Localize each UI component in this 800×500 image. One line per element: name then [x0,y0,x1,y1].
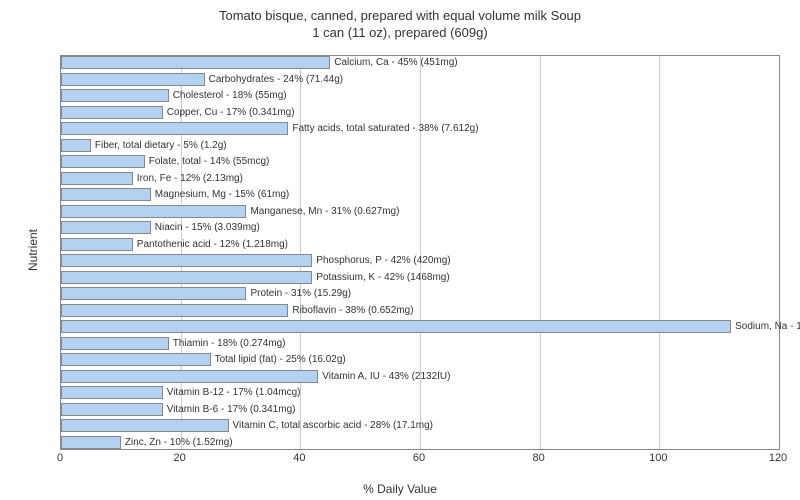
nutrient-bar [61,370,318,383]
nutrient-bar [61,353,211,366]
nutrient-label: Calcium, Ca - 45% (451mg) [334,57,457,68]
title-line-2: 1 can (11 oz), prepared (609g) [0,25,800,42]
nutrient-bar [61,271,312,284]
bar-row: Magnesium, Mg - 15% (61mg) [61,188,289,201]
grid-line [540,56,541,449]
nutrient-bar [61,403,163,416]
nutrient-label: Vitamin B-6 - 17% (0.341mg) [167,404,296,415]
nutrient-label: Zinc, Zn - 10% (1.52mg) [125,437,233,448]
bar-row: Calcium, Ca - 45% (451mg) [61,56,458,69]
nutrient-label: Fiber, total dietary - 5% (1.2g) [95,140,227,151]
bar-row: Zinc, Zn - 10% (1.52mg) [61,436,233,449]
bar-row: Vitamin A, IU - 43% (2132IU) [61,370,450,383]
x-tick-label: 80 [533,452,545,464]
bar-row: Manganese, Mn - 31% (0.627mg) [61,205,399,218]
nutrient-bar [61,73,205,86]
nutrient-label: Iron, Fe - 12% (2.13mg) [137,173,243,184]
x-tick-label: 100 [649,452,667,464]
nutrient-bar [61,238,133,251]
nutrient-label: Protein - 31% (15.29g) [250,288,351,299]
nutrient-bar [61,287,246,300]
x-tick-label: 40 [293,452,305,464]
x-axis-label: % Daily Value [363,482,437,496]
bar-row: Protein - 31% (15.29g) [61,287,351,300]
nutrient-label: Manganese, Mn - 31% (0.627mg) [250,206,399,217]
bar-row: Niacin - 15% (3.039mg) [61,221,260,234]
bar-row: Vitamin C, total ascorbic acid - 28% (17… [61,419,433,432]
nutrient-bar [61,386,163,399]
nutrient-bar [61,139,91,152]
grid-line [300,56,301,449]
nutrient-label: Pantothenic acid - 12% (1.218mg) [137,239,288,250]
nutrient-label: Folate, total - 14% (55mcg) [149,156,270,167]
nutrient-bar [61,337,169,350]
nutrient-label: Total lipid (fat) - 25% (16.02g) [215,354,346,365]
nutrient-label: Vitamin B-12 - 17% (1.04mcg) [167,387,301,398]
grid-line [420,56,421,449]
nutrient-label: Vitamin C, total ascorbic acid - 28% (17… [233,420,433,431]
bar-row: Carbohydrates - 24% (71.44g) [61,73,343,86]
bar-row: Pantothenic acid - 12% (1.218mg) [61,238,288,251]
nutrient-bar [61,106,163,119]
plot-area: Calcium, Ca - 45% (451mg) Carbohydrates -… [60,55,780,450]
nutrient-bar [61,320,731,333]
bar-row: Total lipid (fat) - 25% (16.02g) [61,353,346,366]
nutrient-bar [61,188,151,201]
nutrient-bar [61,205,246,218]
grid-line [659,56,660,449]
nutrient-bar [61,419,229,432]
x-tick-label: 60 [413,452,425,464]
bar-row: Potassium, K - 42% (1468mg) [61,271,450,284]
bar-row: Vitamin B-12 - 17% (1.04mcg) [61,386,300,399]
bar-row: Riboflavin - 38% (0.652mg) [61,304,414,317]
nutrient-label: Riboflavin - 38% (0.652mg) [292,305,413,316]
nutrient-label: Thiamin - 18% (0.274mg) [173,338,286,349]
x-tick-label: 20 [174,452,186,464]
nutrient-bar [61,254,312,267]
nutrient-bar [61,56,330,69]
nutrient-bar [61,436,121,449]
bar-row: Fatty acids, total saturated - 38% (7.61… [61,122,479,135]
x-tick-label: 0 [57,452,63,464]
bar-row: Cholesterol - 18% (55mg) [61,89,287,102]
bar-row: Fiber, total dietary - 5% (1.2g) [61,139,227,152]
nutrient-bar [61,221,151,234]
nutrient-label: Vitamin A, IU - 43% (2132IU) [322,371,450,382]
nutrient-label: Potassium, K - 42% (1468mg) [316,272,449,283]
nutrient-bar [61,304,288,317]
nutrient-label: Sodium, Na - 112% (2692mg) [735,321,800,332]
nutrient-bar [61,172,133,185]
nutrient-bar [61,155,145,168]
nutrient-label: Cholesterol - 18% (55mg) [173,90,287,101]
bar-row: Phosphorus, P - 42% (420mg) [61,254,451,267]
nutrient-label: Niacin - 15% (3.039mg) [155,222,260,233]
nutrient-label: Copper, Cu - 17% (0.341mg) [167,107,295,118]
bar-row: Copper, Cu - 17% (0.341mg) [61,106,295,119]
nutrient-label: Phosphorus, P - 42% (420mg) [316,255,450,266]
bar-row: Vitamin B-6 - 17% (0.341mg) [61,403,295,416]
y-axis-label: Nutrient [26,229,40,271]
nutrient-bar [61,89,169,102]
bar-row: Sodium, Na - 112% (2692mg) [61,320,800,333]
nutrient-chart: Tomato bisque, canned, prepared with equ… [0,0,800,500]
nutrient-label: Fatty acids, total saturated - 38% (7.61… [292,123,478,134]
x-tick-label: 120 [769,452,787,464]
nutrient-label: Carbohydrates - 24% (71.44g) [209,74,344,85]
bar-row: Folate, total - 14% (55mcg) [61,155,269,168]
nutrient-label: Magnesium, Mg - 15% (61mg) [155,189,290,200]
bar-row: Iron, Fe - 12% (2.13mg) [61,172,243,185]
bar-row: Thiamin - 18% (0.274mg) [61,337,286,350]
chart-title: Tomato bisque, canned, prepared with equ… [0,0,800,42]
title-line-1: Tomato bisque, canned, prepared with equ… [0,8,800,25]
nutrient-bar [61,122,288,135]
